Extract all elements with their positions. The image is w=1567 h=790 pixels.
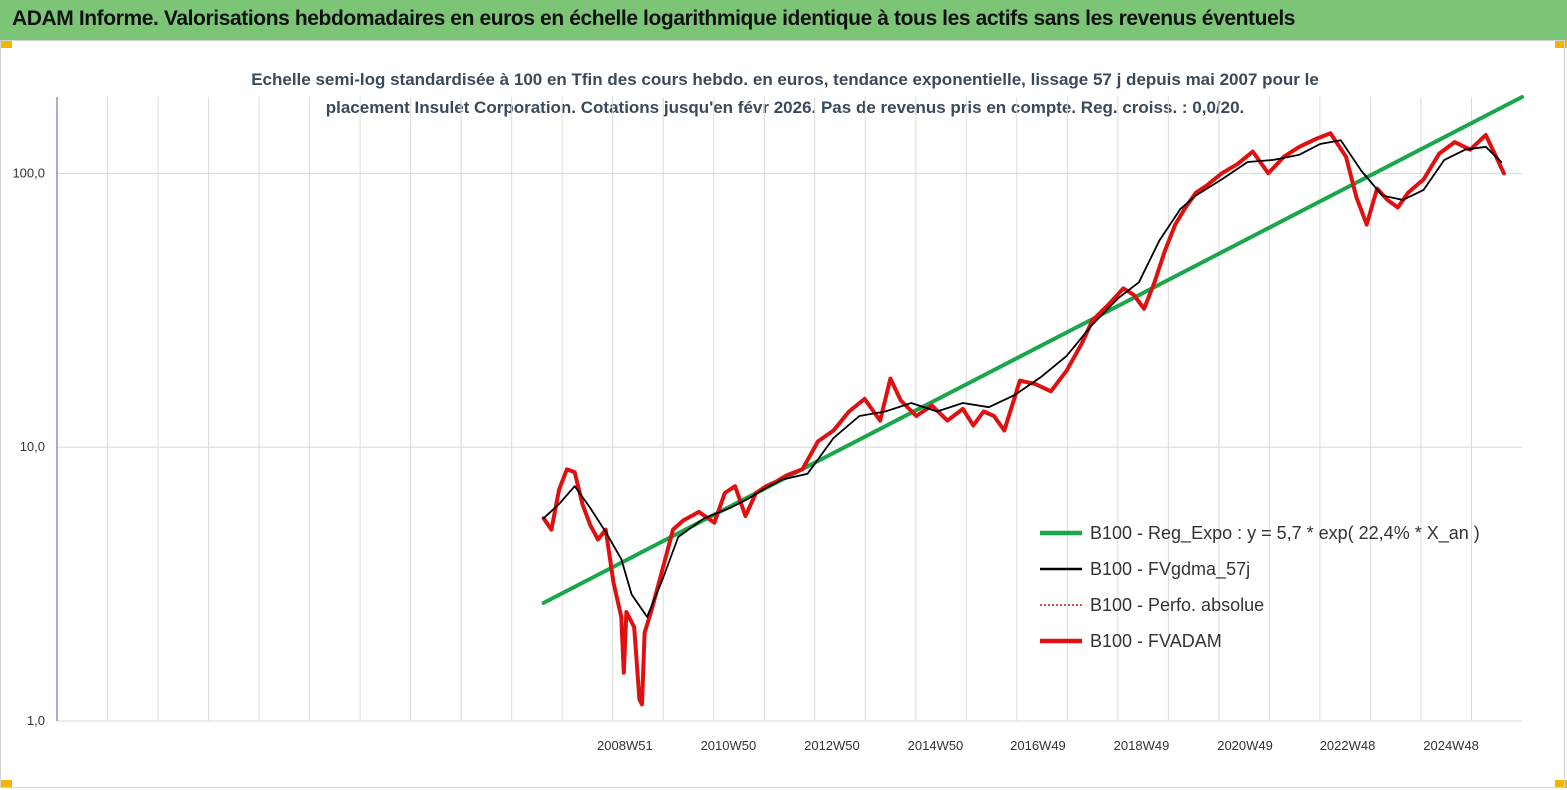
corner-marker-bottom-right: [1555, 780, 1567, 788]
chart-title: Echelle semi-log standardisée à 100 en T…: [160, 66, 1410, 122]
series-line-3: [541, 131, 1506, 707]
chart-title-line-1: Echelle semi-log standardisée à 100 en T…: [251, 70, 1319, 89]
corner-marker-top-left: [0, 40, 12, 48]
y-tick-label: 10,0: [20, 439, 45, 454]
chart-title-line-2: placement Insulet Corporation. Cotations…: [325, 98, 1245, 117]
y-tick-label: 1,0: [27, 713, 45, 728]
legend-label-3: B100 - FVADAM: [1090, 631, 1222, 651]
corner-marker-bottom-left: [0, 780, 12, 788]
y-tick-label: 100,0: [12, 165, 45, 180]
x-tick-label: 2010W50: [701, 738, 757, 753]
x-tick-label: 2016W49: [1010, 738, 1066, 753]
x-tick-label: 2008W51: [597, 738, 653, 753]
corner-marker-top-right: [1555, 40, 1567, 48]
x-tick-label: 2022W48: [1320, 738, 1376, 753]
legend-label-2: B100 - Perfo. absolue: [1090, 595, 1264, 615]
banner-title: ADAM Informe. Valorisations hebdomadaire…: [12, 7, 1296, 30]
series-line-1: [542, 139, 1503, 618]
legend-label-1: B100 - FVgdma_57j: [1090, 559, 1250, 580]
legend-label-0: B100 - Reg_Expo : y = 5,7 * exp( 22,4% *…: [1090, 523, 1480, 544]
chart-frame: [0, 40, 1565, 788]
x-tick-label: 2020W49: [1217, 738, 1273, 753]
x-tick-label: 2024W48: [1423, 738, 1479, 753]
x-tick-label: 2012W50: [804, 738, 860, 753]
x-tick-label: 2018W49: [1114, 738, 1170, 753]
x-tick-label: 2014W50: [908, 738, 964, 753]
title-banner: ADAM Informe. Valorisations hebdomadaire…: [0, 0, 1567, 41]
